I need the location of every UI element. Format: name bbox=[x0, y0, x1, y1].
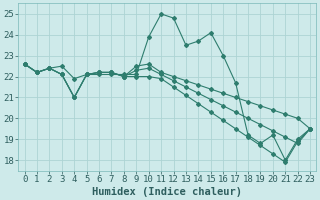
X-axis label: Humidex (Indice chaleur): Humidex (Indice chaleur) bbox=[92, 186, 242, 197]
